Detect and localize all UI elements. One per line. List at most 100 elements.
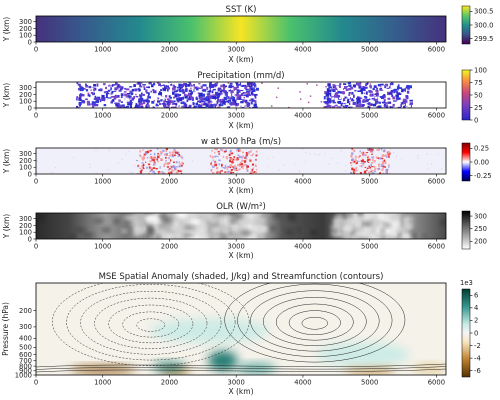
- w-cell: [232, 172, 235, 174]
- precip-cell: [367, 105, 370, 108]
- x-tick-label: 3000: [228, 178, 245, 186]
- cloud-patch: [342, 234, 351, 239]
- w-cell: [239, 163, 241, 166]
- precip-cell: [190, 92, 193, 96]
- w-cell: [298, 170, 300, 173]
- w-cell: [227, 156, 229, 159]
- precip-cell: [203, 89, 207, 92]
- w-cell: [376, 149, 379, 151]
- precip-cell: [157, 95, 161, 98]
- w-cell: [149, 156, 152, 159]
- precip-cell: [223, 90, 227, 94]
- w-cell: [171, 151, 175, 154]
- precip-cell: [113, 96, 117, 100]
- y-axis-label: Y (km): [2, 149, 11, 175]
- w-cell: [367, 156, 369, 159]
- w-cell: [362, 151, 365, 154]
- anomaly-blob: [413, 364, 446, 373]
- precip-cell: [360, 95, 364, 98]
- w-cell: [171, 169, 174, 172]
- x-tick-label: 6000: [428, 112, 445, 120]
- precip-cell: [199, 92, 203, 97]
- w-cell: [169, 151, 171, 154]
- precip-cell: [222, 83, 225, 87]
- precip-cell: [207, 94, 210, 96]
- y-tick-label: 100: [19, 98, 32, 106]
- precip-cell: [111, 90, 115, 93]
- precip-cell: [140, 102, 143, 106]
- precip-cell: [371, 98, 375, 101]
- w-cell: [305, 152, 307, 154]
- x-tick-label: 1000: [94, 46, 111, 54]
- precip-cell: [210, 102, 212, 104]
- precip-cell: [110, 100, 114, 104]
- precip-cell: [176, 90, 179, 92]
- clear-patch: [346, 213, 353, 218]
- w-cell: [248, 159, 252, 161]
- w-cell: [133, 165, 136, 167]
- w-cell: [145, 161, 147, 163]
- y-tick-label: 200: [19, 307, 32, 315]
- precip-cell: [396, 91, 399, 94]
- precip-cell: [352, 94, 355, 98]
- w-cell: [142, 156, 145, 158]
- precip-cell: [205, 104, 209, 108]
- precip-cell: [210, 94, 212, 97]
- precip-cell: [381, 98, 384, 102]
- w-cell: [359, 172, 362, 174]
- w-cell: [249, 171, 252, 174]
- precip-cell: [131, 102, 135, 104]
- colorbar: [461, 142, 471, 182]
- w-cell: [430, 163, 433, 165]
- precip-cell: [170, 106, 173, 108]
- precip-cell: [375, 96, 378, 99]
- precip-cell: [327, 97, 331, 102]
- precip-cell: [203, 100, 206, 104]
- w-cell: [400, 158, 403, 160]
- precip-cell: [343, 89, 347, 92]
- precip-cell: [125, 88, 128, 90]
- w-cell: [385, 169, 389, 171]
- clear-patch: [227, 219, 237, 223]
- precip-cell: [91, 105, 95, 108]
- precip-cell: [330, 100, 333, 103]
- cloud-patch: [171, 232, 184, 239]
- w-cell: [137, 165, 139, 168]
- precip-cell: [172, 91, 175, 95]
- precip-cell: [190, 83, 192, 86]
- precip-cell: [403, 105, 406, 108]
- precip-cell: [121, 104, 125, 107]
- w-cell: [152, 159, 155, 162]
- w-cell: [173, 154, 176, 157]
- w-cell: [151, 167, 154, 169]
- y-tick-label: 300: [19, 18, 32, 26]
- precip-cell: [373, 105, 377, 108]
- w-cell: [383, 159, 386, 163]
- precip-cell: [351, 99, 355, 102]
- precip-cell: [248, 103, 251, 106]
- precip-cell: [270, 105, 273, 107]
- precip-cell: [358, 101, 362, 104]
- precip-cell: [195, 87, 199, 91]
- precip-cell: [375, 90, 378, 93]
- precip-cell: [326, 88, 330, 92]
- cloud-patch: [376, 213, 390, 221]
- precip-cell: [101, 99, 104, 102]
- cloud-patch: [361, 226, 373, 234]
- w-cell: [367, 158, 370, 161]
- precip-cell: [333, 103, 336, 106]
- w-cell: [383, 150, 387, 152]
- precip-cell: [378, 105, 382, 108]
- precip-cell: [87, 103, 90, 106]
- precip-cell: [133, 84, 136, 88]
- w-cell: [355, 167, 358, 170]
- precip-cell: [348, 93, 351, 97]
- x-tick-label: 0: [34, 112, 38, 120]
- x-axis-label: X (km): [228, 121, 253, 130]
- precip-cell: [386, 87, 390, 89]
- precip-cell: [108, 84, 111, 86]
- w-cell: [107, 169, 109, 171]
- precip-cell: [251, 90, 256, 93]
- w-cell: [249, 150, 252, 153]
